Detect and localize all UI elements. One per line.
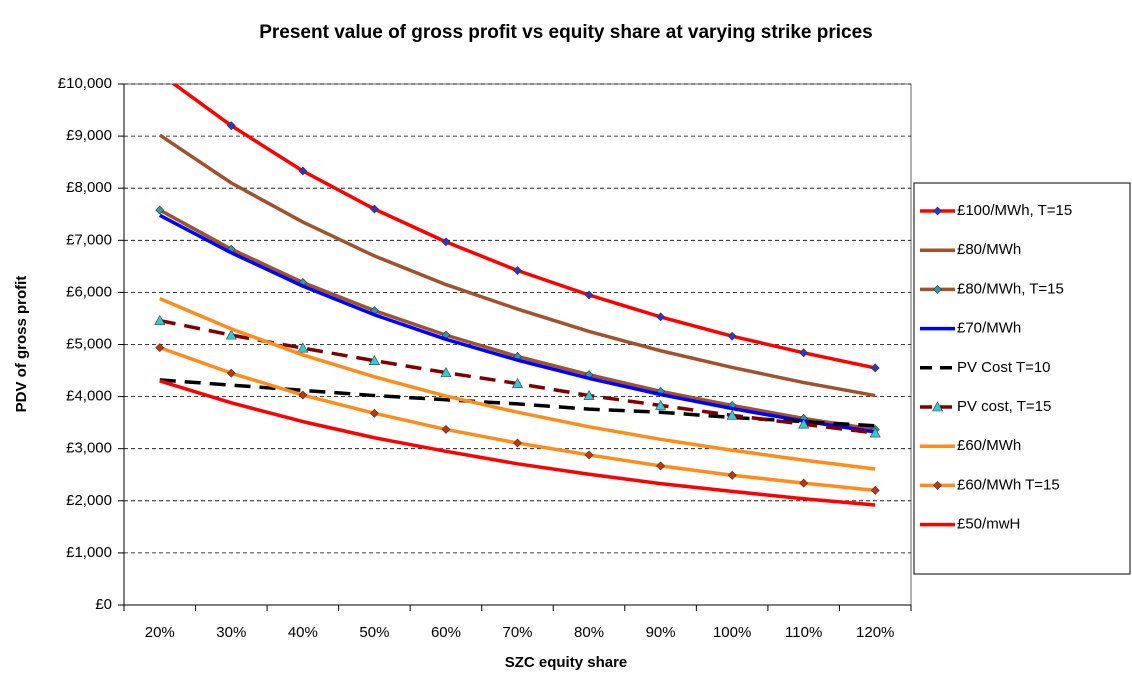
marker: [933, 284, 942, 294]
y-tick-label: £9,000: [66, 127, 112, 144]
legend-label: £70/MWh: [957, 320, 1021, 337]
series-line: [171, 84, 876, 370]
series-line: [158, 133, 876, 398]
x-tick-label: 40%: [288, 624, 318, 641]
y-tick-label: £8,000: [66, 179, 112, 196]
y-tick-label: £6,000: [66, 283, 112, 300]
legend-label: £60/MWh: [957, 437, 1021, 454]
marker: [368, 355, 380, 365]
marker: [155, 205, 165, 215]
marker: [513, 438, 522, 448]
legend-label: PV cost, T=15: [957, 398, 1051, 415]
x-tick-label: 20%: [145, 624, 175, 641]
marker: [727, 470, 737, 480]
marker: [154, 314, 166, 325]
marker: [583, 389, 595, 400]
marker: [369, 204, 379, 214]
marker: [297, 342, 309, 353]
y-tick-label: £0: [95, 596, 112, 613]
legend-label: £100/MWh, T=15: [957, 202, 1072, 219]
marker: [869, 427, 881, 438]
marker: [226, 121, 236, 131]
marker: [584, 290, 594, 300]
x-tick-label: 110%: [785, 624, 822, 641]
marker: [513, 266, 522, 275]
series-line: [159, 297, 876, 471]
legend-label: £80/MWh: [957, 241, 1021, 258]
marker: [441, 424, 451, 434]
x-axis-label: SZC equity share: [505, 654, 628, 671]
series-line: [159, 378, 876, 428]
marker: [870, 485, 880, 495]
legend-label: PV Cost T=10: [957, 359, 1051, 376]
marker: [156, 70, 164, 78]
marker: [511, 377, 524, 388]
x-tick-label: 60%: [431, 624, 461, 641]
marker: [656, 461, 666, 471]
legend-label: £60/MWh T=15: [957, 476, 1060, 493]
marker: [226, 368, 236, 378]
marker: [656, 312, 666, 322]
x-tick-label: 50%: [359, 624, 389, 641]
y-tick-label: £7,000: [66, 231, 112, 248]
marker: [870, 363, 880, 373]
legend-box: [913, 182, 1131, 575]
y-tick-label: £10,000: [58, 75, 112, 92]
marker: [726, 409, 738, 420]
marker: [369, 408, 379, 418]
marker: [798, 418, 810, 429]
x-tick-label: 70%: [502, 624, 532, 641]
plot-border: [123, 83, 912, 606]
marker: [225, 329, 237, 340]
x-tick-label: 120%: [856, 624, 894, 641]
legend-label: £80/MWh, T=15: [957, 280, 1064, 297]
y-tick-label: £4,000: [66, 388, 112, 405]
x-tick-label: 30%: [216, 624, 246, 641]
marker: [298, 166, 308, 176]
marker: [441, 237, 451, 247]
marker: [727, 331, 737, 341]
series-line: [158, 213, 876, 434]
y-tick-label: £5,000: [66, 335, 112, 352]
y-axis-label: PDV of gross profit: [13, 276, 30, 413]
x-tick-label: 100%: [713, 624, 751, 641]
y-tick-label: £3,000: [66, 440, 112, 457]
marker: [933, 480, 942, 490]
plot-area: [154, 70, 881, 507]
marker: [931, 401, 944, 412]
y-tick-label: £1,000: [66, 544, 112, 561]
x-tick-label: 90%: [646, 624, 676, 641]
series-line: [159, 379, 876, 507]
marker: [584, 450, 594, 460]
marker: [799, 478, 809, 488]
marker: [440, 367, 452, 377]
marker: [155, 343, 165, 353]
marker: [799, 348, 809, 358]
marker: [298, 390, 308, 400]
legend-label: £50/mwH: [957, 516, 1020, 533]
x-tick-label: 80%: [574, 624, 604, 641]
marker: [655, 399, 667, 410]
y-tick-label: £2,000: [66, 492, 112, 509]
marker: [933, 206, 942, 216]
chart-title: Present value of gross profit vs equity …: [259, 22, 873, 43]
